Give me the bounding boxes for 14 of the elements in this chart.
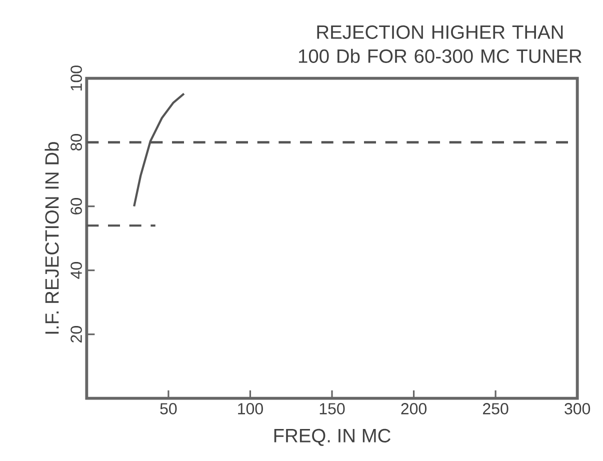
y-tick-label: 40 <box>70 262 82 279</box>
x-tick-label: 200 <box>401 403 427 414</box>
chart-title: REJECTION HIGHER THAN 100 Db FOR 60-300 MC TUNER <box>298 25 582 63</box>
x-tick-label: 300 <box>564 403 590 414</box>
x-tick-label: 250 <box>483 403 508 414</box>
x-tick-label: 50 <box>160 403 177 414</box>
y-tick-label: 60 <box>70 198 82 214</box>
x-axis-title: FREQ. IN MC <box>274 428 390 446</box>
y-tick-label: 20 <box>70 326 82 342</box>
x-tick-label: 100 <box>238 403 263 414</box>
y-tick-label: 80 <box>70 134 82 151</box>
x-tick-label: 150 <box>320 403 345 414</box>
y-tick-label: 100 <box>70 66 82 90</box>
y-axis-title: I.F. REJECTION IN Db <box>44 142 59 334</box>
